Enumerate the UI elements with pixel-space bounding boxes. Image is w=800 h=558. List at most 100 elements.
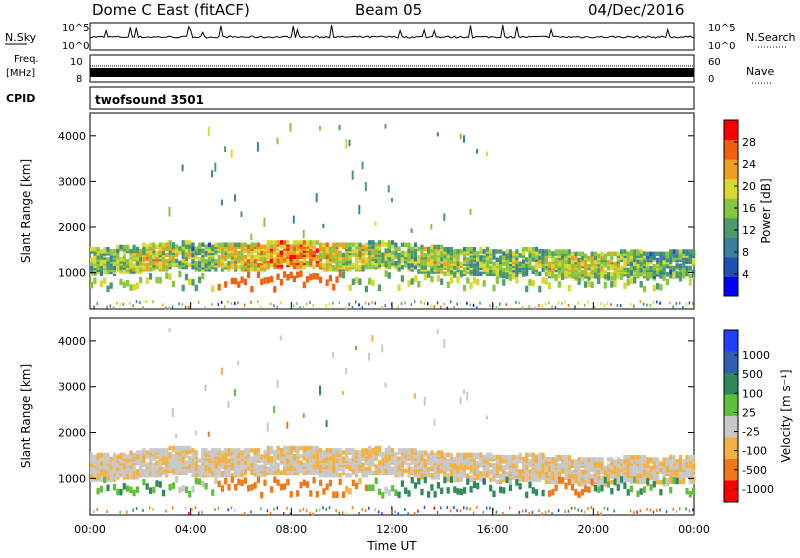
heatmap-cell [446,271,450,277]
heatmap-cell [269,486,274,493]
heatmap-cell [587,300,589,304]
heatmap-cell [580,509,583,513]
heatmap-cell [381,462,385,467]
heatmap-cell [384,382,387,388]
heatmap-cell [93,247,97,252]
heatmap-cell [688,490,692,498]
heatmap-cell [355,276,359,284]
heatmap-cell [413,454,418,459]
heatmap-cell [423,505,426,509]
heatmap-cell [544,249,548,254]
freq-label-line1: Freq. [14,54,39,65]
heatmap-cell [341,456,346,461]
heatmap-cell [194,477,198,485]
heatmap-cell [492,490,496,498]
heatmap-cell [410,278,414,285]
freq-tick-top: 10 [70,57,83,68]
heatmap-cell [332,458,336,463]
heatmap-cell [593,259,597,265]
heatmap-cell [685,249,689,254]
heatmap-cell [158,277,162,284]
heatmap-cell [214,162,217,172]
heatmap-cell [90,281,94,289]
heatmap-cell [459,509,462,513]
heatmap-cell [443,452,447,458]
heatmap-cell [603,253,607,259]
heatmap-cell [495,465,499,470]
heatmap-cell [299,481,303,489]
heatmap-cell [436,250,440,256]
heatmap-cell [319,125,321,131]
heatmap-cell [305,276,310,283]
heatmap-cell [499,455,503,460]
nave-tick-top: 60 [708,57,721,68]
heatmap-cell [106,247,110,252]
heatmap-cell [178,452,182,457]
heatmap-cell [302,479,306,486]
heatmap-cell [538,271,542,277]
heatmap-cell [194,472,198,478]
heatmap-cell [570,263,575,269]
heatmap-cell [593,251,597,257]
heatmap-cell [328,456,332,461]
heatmap-cell [456,302,458,306]
heatmap-cell [348,464,352,470]
heatmap-cell [155,472,159,478]
heatmap-cell [623,263,627,269]
heatmap-cell [561,269,565,275]
heatmap-cell [328,464,332,470]
heatmap-cell [459,270,463,278]
heatmap-cell [276,380,279,388]
heatmap-cell [90,469,94,474]
heatmap-cell [669,257,673,262]
heatmap-cell [374,477,378,484]
heatmap-cell [521,465,526,470]
heatmap-cell [387,185,390,193]
heatmap-cell [211,448,215,453]
heatmap-cell [413,511,416,515]
heatmap-cell [377,240,382,245]
time-xlabel: Time UT [366,539,417,553]
heatmap-cell [659,467,663,473]
heatmap-cell [472,269,476,275]
heatmap-cell [590,281,594,288]
heatmap-cell [256,476,261,484]
heatmap-cell [188,511,190,515]
heatmap-cell [296,490,300,497]
heatmap-cell [178,462,182,467]
heatmap-cell [198,256,202,262]
heatmap-cell [430,458,434,464]
heatmap-cell [570,506,573,510]
heatmap-cell [158,448,162,453]
heatmap-cell [351,263,355,268]
heatmap-cell [613,280,617,288]
heatmap-cell [269,470,274,476]
heatmap-cell [338,472,342,478]
heatmap-cell [649,251,653,257]
heatmap-cell [260,491,264,499]
heatmap-cell [309,240,313,245]
heatmap-cell [459,473,463,478]
heatmap-cell [541,489,545,497]
heatmap-cell [276,137,279,145]
heatmap-cell [345,242,349,247]
heatmap-cell [518,510,521,514]
heatmap-cell [669,465,673,470]
heatmap-cell [551,471,555,476]
heatmap-cell [283,250,287,255]
heatmap-cell [348,448,352,453]
heatmap-cell [162,456,166,461]
heatmap-cell [387,445,391,451]
heatmap-cell [250,484,254,491]
heatmap-cell [220,485,225,492]
heatmap-cell [521,509,524,513]
heatmap-cell [570,268,575,273]
heatmap-cell [358,458,362,463]
heatmap-cell [587,480,591,485]
heatmap-cell [485,506,488,510]
heatmap-cell [90,247,94,252]
heatmap-cell [636,271,640,277]
heatmap-cell [171,242,175,247]
heatmap-cell [449,452,454,458]
heatmap-cell [283,244,287,249]
